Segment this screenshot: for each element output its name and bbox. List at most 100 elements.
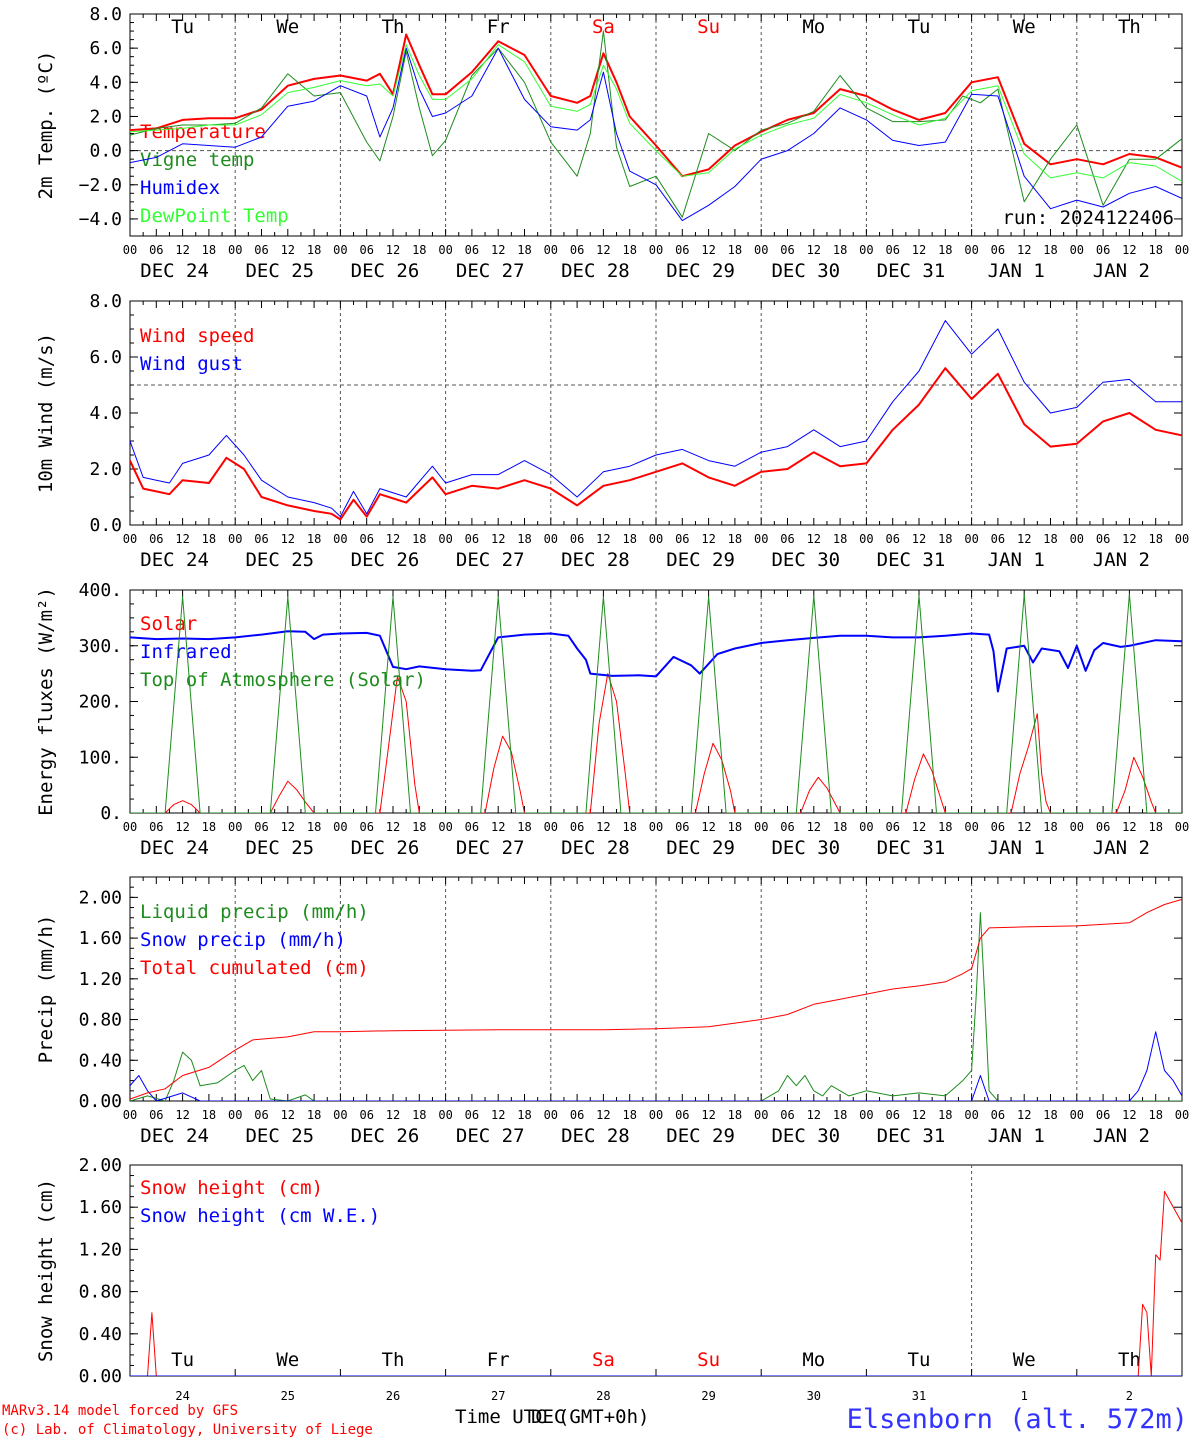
x-tick-label: 12 bbox=[1017, 243, 1031, 257]
y-tick-label: 0.0 bbox=[89, 141, 122, 162]
x-tick-label: 06 bbox=[570, 243, 584, 257]
series-line bbox=[130, 47, 1182, 222]
x-tick-label: 00 bbox=[649, 532, 663, 546]
x-tick-label: 00 bbox=[228, 243, 242, 257]
x-tick-label: 06 bbox=[991, 532, 1005, 546]
y-tick-label: 300. bbox=[79, 636, 122, 657]
legend-entry: Humidex bbox=[140, 177, 220, 199]
weekday-label: We bbox=[1013, 16, 1036, 38]
x-tick-label: 06 bbox=[675, 1108, 689, 1122]
x-tick-label: 12 bbox=[175, 1108, 189, 1122]
x-date-label: DEC 27 bbox=[456, 260, 525, 282]
x-date-label: DEC 24 bbox=[140, 260, 209, 282]
x-tick-label: 12 bbox=[1017, 532, 1031, 546]
x-tick-label: 18 bbox=[833, 532, 847, 546]
x-tick-label: 06 bbox=[1096, 532, 1110, 546]
y-axis-label: 2m Temp. (ºC) bbox=[35, 51, 57, 200]
x-tick-label: 00 bbox=[1175, 820, 1189, 834]
x-tick-label: 18 bbox=[202, 532, 216, 546]
x-tick-label: 00 bbox=[964, 1108, 978, 1122]
weekday-label: Su bbox=[697, 16, 720, 38]
weekday-label: Tu bbox=[171, 16, 194, 38]
x-tick-label: 18 bbox=[833, 243, 847, 257]
legend-entry: Infrared bbox=[140, 641, 232, 663]
x-tick-label: 18 bbox=[1148, 243, 1162, 257]
x-tick-label: 12 bbox=[701, 243, 715, 257]
x-tick-label: 12 bbox=[701, 820, 715, 834]
x-date-label: JAN 1 bbox=[988, 260, 1045, 282]
x-date-label: DEC 25 bbox=[245, 837, 314, 859]
legend-entry: DewPoint Temp bbox=[140, 205, 289, 227]
x-tick-label: 18 bbox=[202, 1108, 216, 1122]
x-tick-label: 18 bbox=[202, 820, 216, 834]
x-tick-label: 18 bbox=[412, 532, 426, 546]
x-tick-label: 12 bbox=[1017, 820, 1031, 834]
x-day-number: 29 bbox=[701, 1389, 715, 1403]
x-tick-label: 00 bbox=[964, 820, 978, 834]
weekday-label: Su bbox=[697, 1349, 720, 1371]
x-day-number: 2 bbox=[1126, 1389, 1133, 1403]
x-tick-label: 00 bbox=[964, 243, 978, 257]
x-day-number: 27 bbox=[491, 1389, 505, 1403]
x-tick-label: 12 bbox=[386, 820, 400, 834]
x-tick-label: 18 bbox=[412, 820, 426, 834]
x-tick-label: 18 bbox=[517, 532, 531, 546]
legend-entry: Snow precip (mm/h) bbox=[140, 929, 346, 951]
x-tick-label: 00 bbox=[333, 243, 347, 257]
y-tick-label: −4.0 bbox=[79, 209, 122, 230]
x-tick-label: 12 bbox=[175, 243, 189, 257]
x-date-label: DEC 25 bbox=[245, 549, 314, 571]
x-tick-label: 06 bbox=[465, 532, 479, 546]
legend-entry: Temperature bbox=[140, 121, 266, 143]
x-tick-label: 06 bbox=[991, 1108, 1005, 1122]
y-tick-label: −2.0 bbox=[79, 175, 122, 196]
x-tick-label: 06 bbox=[149, 532, 163, 546]
x-tick-label: 12 bbox=[175, 532, 189, 546]
x-tick-label: 12 bbox=[491, 1108, 505, 1122]
x-date-label: DEC 29 bbox=[666, 1125, 735, 1147]
x-tick-label: 12 bbox=[596, 532, 610, 546]
x-day-number: 1 bbox=[1021, 1389, 1028, 1403]
x-date-label: DEC 24 bbox=[140, 549, 209, 571]
x-tick-label: 18 bbox=[307, 532, 321, 546]
series-line bbox=[130, 912, 1182, 1101]
x-day-number: 30 bbox=[807, 1389, 821, 1403]
x-tick-label: 18 bbox=[1148, 1108, 1162, 1122]
y-tick-label: 2.00 bbox=[79, 887, 122, 908]
series-line bbox=[130, 320, 1182, 518]
x-tick-label: 18 bbox=[728, 243, 742, 257]
station-name: Elsenborn (alt. 572m) bbox=[847, 1404, 1188, 1435]
series-line bbox=[130, 593, 1182, 813]
y-tick-label: 8.0 bbox=[89, 291, 122, 312]
x-tick-label: 18 bbox=[1148, 532, 1162, 546]
x-date-label: DEC 31 bbox=[877, 1125, 946, 1147]
x-tick-label: 12 bbox=[1122, 820, 1136, 834]
x-tick-label: 12 bbox=[807, 532, 821, 546]
x-tick-label: 12 bbox=[912, 820, 926, 834]
x-tick-label: 18 bbox=[622, 820, 636, 834]
x-tick-label: 06 bbox=[570, 1108, 584, 1122]
x-tick-label: 00 bbox=[228, 532, 242, 546]
x-tick-label: 12 bbox=[281, 820, 295, 834]
x-date-label: DEC 31 bbox=[877, 549, 946, 571]
x-tick-label: 00 bbox=[649, 1108, 663, 1122]
y-tick-label: 4.0 bbox=[89, 72, 122, 93]
y-tick-label: 0.80 bbox=[79, 1282, 122, 1303]
y-tick-label: 6.0 bbox=[89, 347, 122, 368]
x-tick-label: 12 bbox=[596, 820, 610, 834]
x-day-number: 31 bbox=[912, 1389, 926, 1403]
x-tick-label: 06 bbox=[254, 820, 268, 834]
x-tick-label: 00 bbox=[228, 1108, 242, 1122]
x-tick-label: 18 bbox=[728, 532, 742, 546]
x-tick-label: 12 bbox=[701, 1108, 715, 1122]
x-tick-label: 00 bbox=[228, 820, 242, 834]
x-tick-label: 12 bbox=[912, 243, 926, 257]
y-tick-label: 400. bbox=[79, 580, 122, 601]
legend-entry: Wind gust bbox=[140, 353, 243, 375]
footer-time-label-overlap: DEC bbox=[531, 1406, 565, 1428]
x-tick-label: 12 bbox=[386, 532, 400, 546]
x-date-label: DEC 28 bbox=[561, 549, 630, 571]
x-date-label: DEC 30 bbox=[771, 549, 840, 571]
weekday-label: Fr bbox=[487, 1349, 510, 1371]
